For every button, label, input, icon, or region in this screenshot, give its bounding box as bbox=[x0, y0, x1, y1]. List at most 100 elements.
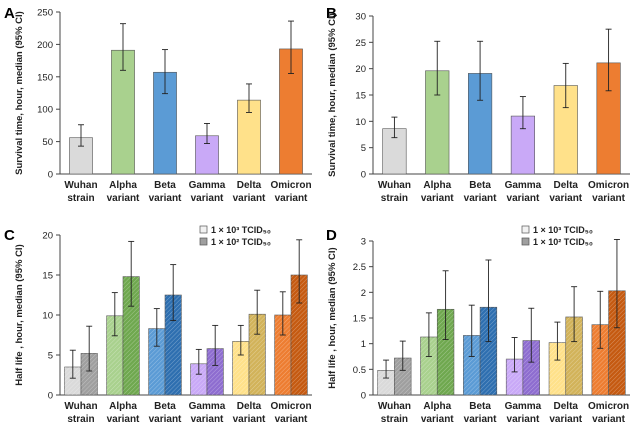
category-label: variant bbox=[275, 414, 308, 425]
category-label: variant bbox=[592, 414, 625, 425]
category-label: variant bbox=[149, 414, 182, 425]
panel-a-letter: A bbox=[4, 5, 15, 22]
category-label: variant bbox=[592, 193, 625, 204]
y-tick-label: 2 bbox=[361, 288, 366, 299]
y-axis-label: Survival time, hour, median (95% CI) bbox=[14, 11, 25, 175]
y-tick-label: 200 bbox=[37, 40, 53, 51]
legend-label: 1 × 10² TCID₅₀ bbox=[533, 237, 593, 247]
category-label: Wuhan bbox=[64, 401, 97, 412]
bar-hatch bbox=[81, 353, 98, 395]
y-tick-label: 15 bbox=[42, 271, 53, 282]
category-label: Wuhan bbox=[378, 401, 411, 412]
bar-hatch bbox=[608, 290, 626, 395]
category-label: variant bbox=[464, 193, 497, 204]
y-tick-label: 3 bbox=[361, 237, 366, 248]
legend-swatch bbox=[199, 225, 208, 234]
category-label: Beta bbox=[154, 180, 176, 191]
bar-hatch bbox=[207, 348, 224, 395]
legend-swatch bbox=[521, 225, 530, 234]
bar-hatch bbox=[565, 316, 583, 395]
category-label: variant bbox=[421, 414, 454, 425]
y-tick-label: 250 bbox=[37, 8, 53, 19]
panel-a: 0 50 100 150 200 250 Survival time, hour, medi… bbox=[14, 8, 312, 204]
y-tick-label: 10 bbox=[355, 117, 366, 128]
category-label: variant bbox=[191, 414, 224, 425]
category-label: Omicron bbox=[270, 401, 311, 412]
category-label: variant bbox=[464, 414, 497, 425]
category-label: Gamma bbox=[189, 401, 226, 412]
y-tick-label: 0 bbox=[361, 391, 366, 402]
category-label: variant bbox=[507, 414, 540, 425]
category-label: Alpha bbox=[423, 180, 451, 191]
legend-swatch bbox=[199, 237, 208, 246]
category-label: Delta bbox=[554, 180, 579, 191]
y-tick-label: 5 bbox=[361, 143, 366, 154]
category-label: Alpha bbox=[423, 401, 451, 412]
category-label: Delta bbox=[237, 180, 262, 191]
category-label: Omicron bbox=[270, 180, 311, 191]
y-axis-label: Half life , hour, median (95% CI) bbox=[14, 244, 25, 385]
bar-hatch bbox=[232, 341, 249, 395]
category-label: variant bbox=[507, 193, 540, 204]
y-tick-label: 100 bbox=[37, 105, 53, 116]
bar-hatch bbox=[123, 276, 140, 395]
bar-hatch bbox=[394, 358, 412, 395]
bar-hatch bbox=[165, 295, 182, 395]
y-tick-label: 150 bbox=[37, 72, 53, 83]
bar-hatch bbox=[291, 275, 308, 395]
y-tick-label: 50 bbox=[42, 137, 53, 148]
legend-label: 1 × 10³ TCID₅₀ bbox=[533, 225, 593, 235]
y-tick-label: 0 bbox=[361, 170, 366, 181]
category-label: variant bbox=[107, 193, 140, 204]
category-label: Wuhan bbox=[64, 180, 97, 191]
y-tick-label: 1.5 bbox=[353, 314, 366, 325]
category-label: Omicron bbox=[588, 180, 629, 191]
category-label: variant bbox=[233, 193, 266, 204]
category-label: strain bbox=[67, 193, 94, 204]
category-label: variant bbox=[549, 414, 582, 425]
panel-c: 0 5 10 15 20 Half life , hour, median (95% CI… bbox=[14, 225, 312, 425]
category-label: strain bbox=[381, 414, 408, 425]
y-tick-label: 10 bbox=[42, 311, 53, 322]
category-label: Gamma bbox=[505, 180, 542, 191]
bar-hatch bbox=[549, 342, 566, 395]
panel-b: 0 5 10 15 20 25 30 Survival time, hour, median … bbox=[327, 12, 630, 204]
category-label: Alpha bbox=[109, 180, 137, 191]
category-label: strain bbox=[67, 414, 94, 425]
category-label: strain bbox=[381, 193, 408, 204]
bar-hatch bbox=[190, 363, 207, 395]
category-label: variant bbox=[107, 414, 140, 425]
category-label: variant bbox=[421, 193, 454, 204]
y-tick-label: 15 bbox=[355, 91, 366, 102]
y-tick-label: 5 bbox=[48, 351, 53, 362]
bar-hatch bbox=[591, 324, 609, 395]
category-label: Omicron bbox=[588, 401, 629, 412]
category-label: variant bbox=[233, 414, 266, 425]
panel-b-letter: B bbox=[326, 5, 337, 22]
bar-hatch bbox=[106, 315, 123, 395]
y-axis-label: Survival time, hour, median (95% CI) bbox=[327, 13, 338, 177]
category-label: variant bbox=[149, 193, 182, 204]
y-tick-label: 0.5 bbox=[353, 365, 366, 376]
y-tick-label: 30 bbox=[355, 12, 366, 23]
bar-hatch bbox=[274, 315, 291, 395]
legend-label: 1 × 10² TCID₅₀ bbox=[211, 237, 271, 247]
bar-hatch bbox=[480, 307, 497, 395]
category-label: Gamma bbox=[505, 401, 542, 412]
bar-hatch bbox=[437, 309, 454, 395]
category-label: Beta bbox=[154, 401, 176, 412]
y-tick-label: 20 bbox=[355, 64, 366, 75]
panel-d-letter: D bbox=[326, 227, 337, 244]
legend-swatch bbox=[521, 237, 530, 246]
legend-label: 1 × 10³ TCID₅₀ bbox=[211, 225, 271, 235]
category-label: variant bbox=[275, 193, 308, 204]
category-label: Beta bbox=[469, 401, 491, 412]
bar-hatch bbox=[506, 359, 523, 395]
category-label: variant bbox=[549, 193, 582, 204]
y-tick-label: 0 bbox=[48, 391, 53, 402]
category-label: Beta bbox=[469, 180, 491, 191]
bar-hatch bbox=[377, 370, 395, 395]
bar-hatch bbox=[148, 328, 165, 395]
category-label: Delta bbox=[237, 401, 262, 412]
